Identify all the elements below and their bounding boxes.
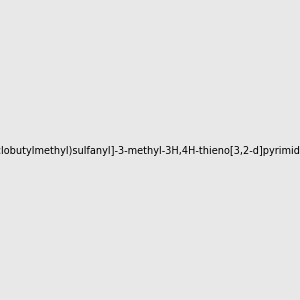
Text: 2-[(cyclobutylmethyl)sulfanyl]-3-methyl-3H,4H-thieno[3,2-d]pyrimidin-4-one: 2-[(cyclobutylmethyl)sulfanyl]-3-methyl-…: [0, 146, 300, 157]
